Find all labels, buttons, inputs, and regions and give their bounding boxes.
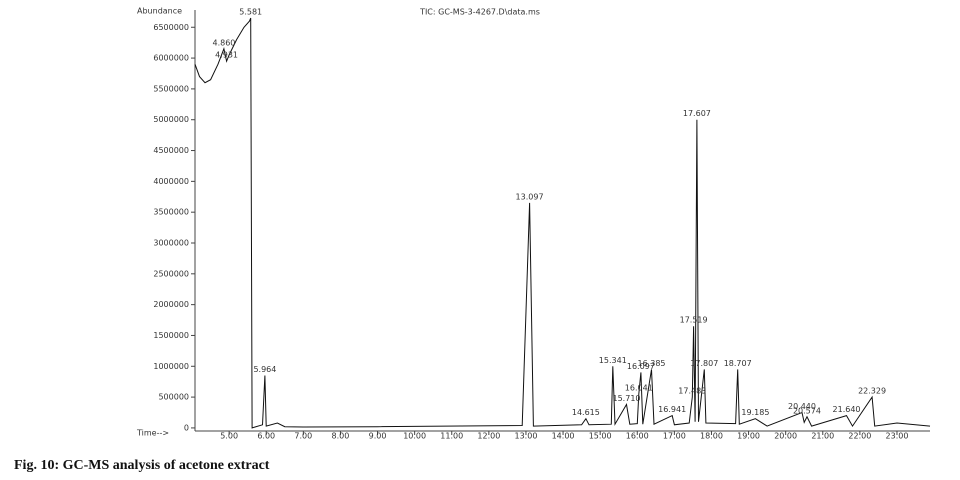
x-tick-label: 7.00 (294, 432, 312, 441)
peak-label: 19.185 (741, 408, 769, 417)
x-tick-label: 9.00 (369, 432, 387, 441)
y-tick-label: 0 (184, 423, 189, 432)
x-tick-label: 5.00 (220, 432, 238, 441)
peak-label: 5.581 (239, 8, 262, 17)
y-tick-label: 5000000 (153, 115, 189, 124)
x-tick-label: 6.00 (257, 432, 275, 441)
x-tick-label: 13.00 (515, 432, 538, 441)
peak-label: 16.097 (627, 362, 655, 371)
x-tick-label: 11.00 (440, 432, 463, 441)
y-tick-label: 1500000 (153, 331, 189, 340)
caption: Fig. 10: GC-MS analysis of acetone extra… (14, 458, 270, 473)
peak-label: 18.707 (724, 359, 752, 368)
y-tick-label: 3500000 (153, 208, 189, 217)
x-tick-label: 17.00 (663, 432, 686, 441)
peak-label: 13.097 (516, 192, 544, 201)
x-axis-label: Time--> (136, 429, 169, 438)
x-tick-label: 18.00 (700, 432, 723, 441)
peak-label: 15.341 (599, 356, 627, 365)
x-tick-label: 23.00 (886, 432, 909, 441)
x-tick-label: 8.00 (332, 432, 350, 441)
peak-label: 4.860 (212, 38, 235, 47)
peak-label: 16.041 (625, 384, 653, 393)
peak-label: 22.329 (858, 387, 886, 396)
y-axis-label: Abundance (137, 7, 182, 16)
y-tick-label: 2000000 (153, 300, 189, 309)
peak-label: 16.941 (658, 405, 686, 414)
y-tick-label: 5500000 (153, 84, 189, 93)
chart-title: TIC: GC-MS-3-4267.D\data.ms (419, 8, 540, 17)
x-tick-label: 12.00 (477, 432, 500, 441)
peak-label: 20.440 (788, 402, 816, 411)
y-tick-label: 6500000 (153, 23, 189, 32)
peak-label: 15.710 (613, 394, 641, 403)
peak-label: 16.385 (638, 359, 666, 368)
peak-label: 5.964 (253, 365, 276, 374)
x-tick-label: 10.00 (403, 432, 426, 441)
trace (194, 17, 931, 429)
peak-label: 17.607 (683, 109, 711, 118)
x-tick-label: 16.00 (626, 432, 649, 441)
x-tick-label: 21.00 (811, 432, 834, 441)
peak-label: 21.640 (833, 405, 861, 414)
y-tick-label: 4000000 (153, 177, 189, 186)
y-tick-label: 4500000 (153, 146, 189, 155)
y-tick-label: 3000000 (153, 238, 189, 247)
y-tick-label: 1000000 (153, 362, 189, 371)
y-tick-label: 6000000 (153, 54, 189, 63)
x-tick-label: 22.00 (848, 432, 871, 441)
peak-label: 4.931 (215, 51, 238, 60)
x-tick-label: 20.00 (774, 432, 797, 441)
x-tick-label: 15.00 (589, 432, 612, 441)
peak-label: 14.615 (572, 408, 600, 417)
y-tick-label: 500000 (158, 393, 189, 402)
x-tick-label: 19.00 (737, 432, 760, 441)
peak-label: 20.574 (793, 406, 821, 415)
peak-label: 17.483 (678, 387, 706, 396)
peak-label: 17.807 (690, 359, 718, 368)
peak-label: 17.519 (680, 316, 708, 325)
x-tick-label: 14.00 (552, 432, 575, 441)
y-tick-label: 2500000 (153, 269, 189, 278)
